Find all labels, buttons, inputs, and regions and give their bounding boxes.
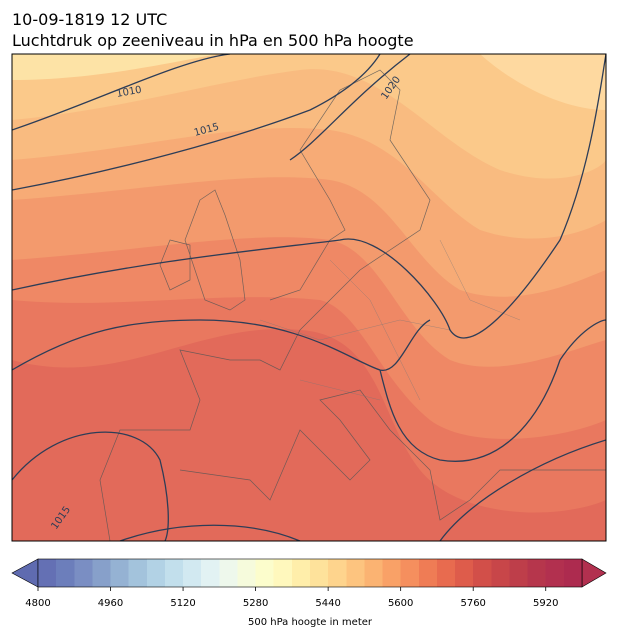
colorbar-tick-label: 5440 [315, 598, 340, 609]
colorbar-extend [11, 558, 39, 588]
colorbar-tick-label: 4960 [98, 598, 123, 609]
colorbar [37, 558, 583, 588]
title-line: Luchtdruk op zeeniveau in hPa en 500 hPa… [12, 31, 414, 50]
colorbar-tick-label: 5760 [460, 598, 485, 609]
colorbar-extend [581, 558, 607, 588]
colorbar-label: 500 hPa hoogte in meter [248, 617, 373, 628]
isobar-label: 1010 [116, 85, 143, 100]
colorbar-tick-label: 5280 [243, 598, 268, 609]
colorbar-tick-label: 4800 [25, 598, 50, 609]
title-line: 10-09-1819 12 UTC [12, 10, 167, 29]
map: 1010 1015 1020 1015 [12, 54, 606, 541]
colorbar-tick-label: 5920 [533, 598, 558, 609]
map-frame [11, 53, 607, 542]
colorbar-tick-label: 5120 [170, 598, 195, 609]
colorbar-tick-label: 5600 [388, 598, 413, 609]
